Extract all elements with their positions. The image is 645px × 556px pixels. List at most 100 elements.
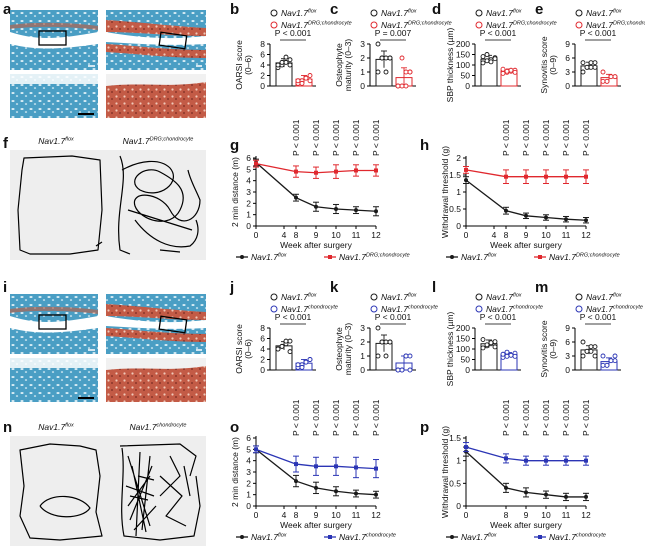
y-axis-label: 2 min distance (m) [230,157,240,227]
y-tick-label: 2 [456,153,461,163]
legend-marker [370,305,378,313]
data-point [287,57,293,63]
legend-label: Nav1.7flox [586,292,622,302]
y-tick-label: 4 [246,456,251,466]
group-sup: flox [408,9,417,15]
data-point [299,80,305,86]
p-value-label: P < 0.001 [275,312,312,322]
data-point [407,367,413,373]
data-point [584,458,588,463]
p-value-label: P < 0.001 [541,119,551,156]
joint-space [106,358,206,370]
panel-letter-g: g [230,137,239,154]
data-point [254,161,258,166]
data-point [395,83,401,89]
data-point [524,458,528,463]
group-base: Nav1.7 [381,20,408,30]
p-value-label: P < 0.001 [580,312,617,322]
y-tick-label: 3 [565,351,570,361]
data-point [334,169,338,174]
data-point [504,68,510,74]
data-point [295,362,301,368]
y-tick-label: 0.5 [449,204,461,214]
data-point [588,344,594,350]
series-line [465,446,586,462]
group-sup: flox [65,423,74,429]
data-point [375,69,381,75]
x-axis-label: Week after surgery [490,240,562,250]
group-base: Nav1.7 [486,8,513,18]
y-tick-label: 200 [456,39,470,49]
legend-label: Nav1.7flox [281,8,317,18]
y-axis-label: OARSI score [234,40,244,90]
x-tick-label: 8 [504,230,509,240]
y-tick-label: 200 [456,323,470,333]
data-point [287,338,293,344]
panel-letter-m: m [535,279,548,296]
data-point [484,52,490,57]
x-tick-label: 12 [581,230,591,240]
track-path-left [17,155,103,255]
series-line [465,169,586,178]
group-base: Nav1.7 [549,532,576,542]
joint-space [10,32,98,49]
data-point [504,485,508,490]
data-point [307,78,313,84]
data-point [375,353,381,359]
histology-panel-a [10,10,206,118]
y-axis-label: SBP thickness (µm) [445,28,455,103]
group-base: Nav1.7 [381,8,408,18]
y-tick-label: 0 [260,365,265,375]
data-point [508,352,514,358]
legend-marker [538,535,542,539]
group-base: Nav1.7 [251,532,278,542]
data-point [314,464,318,469]
legend-marker [450,535,454,539]
data-point [464,445,468,450]
x-tick-label: 12 [371,230,381,240]
data-point [283,59,289,65]
x-axis-label: Week after surgery [280,240,352,250]
y-axis-label: SBP thickness (µm) [445,312,455,387]
y-axis-label: (0–9) [548,55,558,75]
data-point [307,73,313,78]
y-axis-label: maturity (0–3) [343,39,353,92]
group-base: Nav1.7 [381,304,408,314]
y-tick-label: 1 [246,210,251,220]
group-sup: DRG;chondrocyte [576,253,620,259]
group-sup: chondrocyte [576,533,606,539]
track-panel-n: Nav1.7flox Nav1.7chondrocyte [10,422,206,546]
data-point [580,339,586,345]
x-tick-label: 9 [314,230,319,240]
x-tick-label: 11 [562,510,571,520]
p-value-label: P < 0.001 [581,399,591,436]
y-axis-label: Synovitis score [539,320,549,377]
group-sup: DRG;chondrocyte [366,253,410,259]
data-point [488,59,494,65]
y-tick-label: 9 [565,323,570,333]
group-sup: flox [488,253,497,259]
legend-marker [475,305,483,313]
group-sup: flox [65,137,74,143]
group-base: Nav1.7 [549,252,576,262]
group-sup: flox [278,533,287,539]
y-tick-label: 0 [360,365,365,375]
panel-letter-p: p [420,419,429,436]
group-base: Nav1.7 [586,292,613,302]
legend-label: Nav1.7DRG;chondrocyte [486,20,557,30]
track-path-right [119,443,201,541]
y-tick-label: 3 [246,187,251,197]
data-point [492,56,498,62]
x-tick-label: 8 [294,230,299,240]
legend-marker [575,9,583,17]
data-point [588,60,594,66]
data-point [588,348,594,354]
legend-marker [538,255,542,259]
p-value-label: P < 0.001 [501,399,511,436]
data-point [307,357,313,362]
bar-panel-d: Nav1.7floxNav1.7DRG;chondrocyte050100150… [445,8,557,102]
track-background [10,436,206,546]
data-point [407,69,413,75]
data-point [480,54,486,60]
data-point [374,168,378,173]
